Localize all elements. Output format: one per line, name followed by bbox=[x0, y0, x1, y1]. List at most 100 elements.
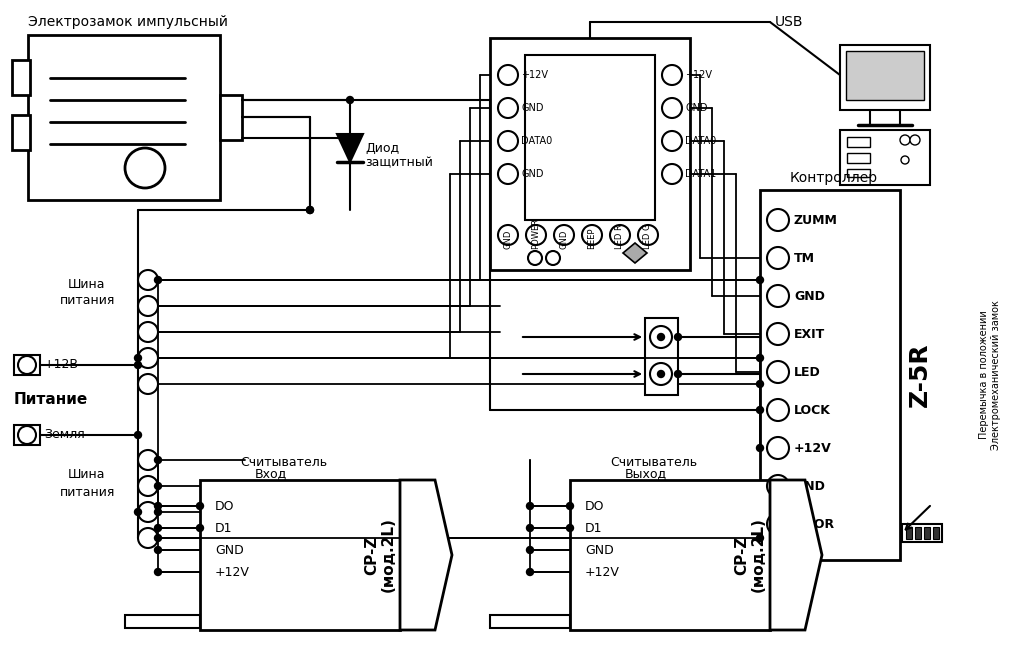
Circle shape bbox=[638, 225, 658, 245]
Circle shape bbox=[650, 363, 672, 385]
Circle shape bbox=[756, 277, 763, 284]
Text: GND: GND bbox=[521, 103, 543, 113]
Circle shape bbox=[134, 432, 141, 438]
Circle shape bbox=[658, 334, 665, 340]
Circle shape bbox=[138, 528, 158, 548]
Circle shape bbox=[138, 348, 158, 368]
Circle shape bbox=[756, 380, 763, 388]
Text: POWER: POWER bbox=[532, 218, 540, 249]
Circle shape bbox=[125, 148, 165, 188]
Text: GND: GND bbox=[215, 543, 243, 556]
Circle shape bbox=[674, 371, 681, 378]
Circle shape bbox=[767, 247, 789, 269]
Circle shape bbox=[546, 251, 560, 265]
Text: Считыватель: Считыватель bbox=[610, 455, 697, 468]
Circle shape bbox=[498, 65, 518, 85]
Bar bbox=[490, 615, 570, 628]
Bar bbox=[28, 35, 220, 200]
Text: GND: GND bbox=[685, 103, 708, 113]
Text: DATA0: DATA0 bbox=[685, 136, 716, 146]
Text: GND: GND bbox=[794, 480, 825, 493]
Circle shape bbox=[138, 476, 158, 496]
Text: +12В: +12В bbox=[44, 359, 79, 371]
Circle shape bbox=[767, 475, 789, 497]
Circle shape bbox=[307, 206, 313, 214]
Text: LED R: LED R bbox=[616, 224, 624, 249]
Text: DATA0: DATA0 bbox=[521, 136, 552, 146]
Polygon shape bbox=[623, 243, 647, 263]
Text: GND: GND bbox=[560, 230, 569, 249]
Bar bbox=[847, 169, 870, 177]
Circle shape bbox=[674, 334, 681, 340]
Text: Перемычка в положении
Электромеханический замок: Перемычка в положении Электромеханически… bbox=[979, 300, 1000, 450]
Circle shape bbox=[196, 503, 204, 509]
Text: Земля: Земля bbox=[44, 428, 85, 442]
Text: DO: DO bbox=[585, 499, 605, 512]
Circle shape bbox=[154, 503, 162, 509]
Bar bbox=[644, 318, 678, 395]
Bar bbox=[201, 480, 400, 630]
Circle shape bbox=[138, 450, 158, 470]
Text: +12V: +12V bbox=[215, 566, 250, 579]
Bar bbox=[12, 115, 30, 150]
Circle shape bbox=[154, 547, 162, 553]
Text: DOOR: DOOR bbox=[794, 518, 835, 530]
Circle shape bbox=[498, 98, 518, 118]
Text: Диод: Диод bbox=[365, 141, 399, 154]
Text: ZUMM: ZUMM bbox=[794, 214, 838, 227]
Bar bbox=[847, 153, 870, 163]
Circle shape bbox=[138, 374, 158, 394]
Circle shape bbox=[498, 131, 518, 151]
Text: TM: TM bbox=[794, 252, 815, 265]
Text: DATA1: DATA1 bbox=[685, 169, 716, 179]
Circle shape bbox=[527, 568, 534, 576]
Circle shape bbox=[567, 503, 574, 509]
Bar bbox=[840, 130, 930, 185]
Circle shape bbox=[528, 251, 542, 265]
Text: питания: питания bbox=[60, 486, 116, 499]
Circle shape bbox=[554, 225, 574, 245]
Circle shape bbox=[18, 426, 36, 444]
Circle shape bbox=[196, 524, 204, 532]
Text: +12V: +12V bbox=[521, 70, 548, 80]
Circle shape bbox=[154, 277, 162, 284]
Circle shape bbox=[154, 568, 162, 576]
Circle shape bbox=[582, 225, 602, 245]
Text: Вход: Вход bbox=[255, 468, 287, 480]
Circle shape bbox=[756, 445, 763, 451]
Text: Шина: Шина bbox=[68, 279, 105, 292]
Text: BEEP: BEEP bbox=[587, 227, 596, 249]
Polygon shape bbox=[400, 480, 452, 630]
Circle shape bbox=[498, 164, 518, 184]
Text: LED G: LED G bbox=[643, 223, 653, 249]
Text: Z-5R: Z-5R bbox=[908, 343, 932, 407]
Polygon shape bbox=[337, 134, 363, 162]
Circle shape bbox=[662, 164, 682, 184]
Text: GND: GND bbox=[794, 290, 825, 302]
Circle shape bbox=[527, 547, 534, 553]
Circle shape bbox=[134, 509, 141, 516]
Circle shape bbox=[610, 225, 630, 245]
Circle shape bbox=[138, 296, 158, 316]
Circle shape bbox=[650, 326, 672, 348]
Circle shape bbox=[138, 322, 158, 342]
Circle shape bbox=[756, 535, 763, 541]
Bar bbox=[847, 137, 870, 147]
Polygon shape bbox=[770, 480, 822, 630]
Bar bbox=[846, 51, 924, 100]
Bar bbox=[125, 615, 201, 628]
Circle shape bbox=[901, 156, 909, 164]
Text: Контроллер: Контроллер bbox=[790, 171, 878, 185]
Text: Шина: Шина bbox=[68, 468, 105, 482]
Bar bbox=[906, 527, 911, 539]
Text: CP-Z
(мод.2L): CP-Z (мод.2L) bbox=[733, 518, 766, 593]
Bar bbox=[933, 527, 939, 539]
Bar bbox=[570, 480, 770, 630]
Circle shape bbox=[900, 135, 910, 145]
Circle shape bbox=[154, 509, 162, 516]
Circle shape bbox=[767, 285, 789, 307]
Circle shape bbox=[767, 399, 789, 421]
Circle shape bbox=[347, 97, 354, 104]
Circle shape bbox=[134, 355, 141, 361]
Circle shape bbox=[18, 356, 36, 374]
